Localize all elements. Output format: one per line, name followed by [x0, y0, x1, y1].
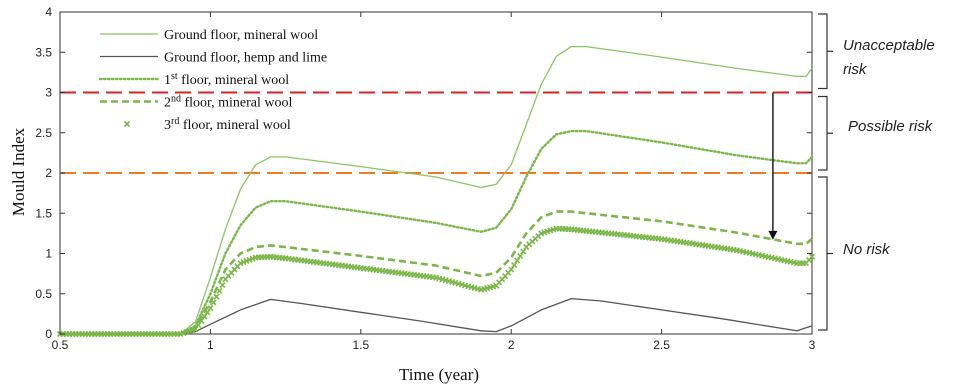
x-axis-title: Time (year)	[399, 365, 479, 384]
x-tick-label: 3	[809, 338, 816, 352]
risk-zones: Unacceptable risk Possible risk No risk	[818, 13, 935, 331]
series-2nd-floor-mineral-wool	[60, 210, 813, 336]
x-marker	[201, 313, 208, 320]
legend-entry: 3rd floor, mineral wool	[123, 116, 291, 134]
legend-superscript: rd	[171, 116, 179, 127]
legend-superscript: st	[171, 71, 178, 82]
risk-zone-0: Unacceptable risk	[818, 13, 935, 90]
y-tick-label: 0.5	[35, 287, 52, 301]
x-marker	[195, 321, 202, 329]
y-tick-label: 4	[45, 5, 52, 19]
legend-entry: 2nd floor, mineral wool	[100, 93, 293, 111]
risk-bracket	[818, 176, 833, 331]
y-tick-label: 3.5	[35, 45, 52, 59]
legend-label: 3rd floor, mineral wool	[164, 116, 291, 134]
axis-ticks: 0.5 1 1.5 2 2.5 300.511.522.533.54	[35, 5, 815, 352]
legend-entry: 1st floor, mineral wool	[98, 71, 289, 89]
x-tick-label: 0.5	[52, 338, 69, 352]
y-tick-label: 2	[45, 166, 52, 180]
series-ground-floor-mineral-wool	[60, 45, 813, 335]
risk-label: No risk	[843, 241, 891, 258]
x-marker	[517, 253, 524, 260]
x-marker	[219, 281, 226, 289]
legend-label: 2nd floor, mineral wool	[164, 93, 293, 111]
x-marker	[210, 299, 217, 306]
threshold-lines	[60, 91, 812, 174]
legend-label: Ground floor, mineral wool	[164, 28, 318, 43]
x-marker	[520, 248, 527, 255]
arrow-layer	[768, 92, 778, 240]
x-tick-label: 2	[508, 338, 515, 352]
series-ground-floor-hemp-and-lime	[60, 297, 813, 335]
x-tick-label: 1	[207, 338, 214, 352]
series-1st-floor-mineral-wool	[58, 129, 814, 336]
x-marker	[511, 262, 518, 269]
x-marker	[198, 317, 205, 324]
risk-zone-1: Possible risk	[818, 95, 934, 171]
legend-superscript: nd	[171, 93, 181, 104]
x-marker	[808, 253, 816, 260]
legend-swatch	[123, 120, 131, 128]
arrow-head	[768, 230, 778, 240]
x-marker	[216, 287, 223, 294]
legend: Ground floor, mineral wool Ground floor, …	[98, 28, 327, 134]
y-tick-label: 1.5	[35, 206, 52, 220]
y-tick-label: 0	[45, 327, 52, 341]
legend-entry: Ground floor, hemp and lime	[100, 51, 327, 66]
risk-label: risk	[843, 61, 868, 78]
x-marker	[204, 309, 211, 316]
legend-label: 1st floor, mineral wool	[164, 71, 289, 89]
y-tick-label: 3	[45, 86, 52, 100]
x-marker	[514, 257, 521, 264]
risk-label: Unacceptable	[843, 37, 935, 54]
x-tick-label: 2.5	[653, 338, 670, 352]
risk-bracket	[818, 95, 833, 171]
risk-bracket	[818, 13, 833, 90]
series-3rd-floor-mineral-wool	[56, 225, 816, 338]
series-layer	[56, 45, 816, 338]
legend-label: Ground floor, hemp and lime	[164, 51, 327, 66]
y-tick-label: 1	[45, 247, 52, 261]
x-tick-label: 1.5	[352, 338, 369, 352]
y-axis-title: Mould Index	[9, 127, 28, 216]
risk-label: Possible risk	[848, 118, 934, 135]
x-marker	[192, 326, 199, 333]
x-marker	[508, 266, 515, 273]
x-marker	[207, 305, 214, 312]
y-tick-label: 2.5	[35, 126, 52, 140]
legend-entry: Ground floor, mineral wool	[100, 28, 318, 43]
risk-zone-2: No risk	[818, 176, 891, 331]
x-marker	[213, 293, 220, 300]
